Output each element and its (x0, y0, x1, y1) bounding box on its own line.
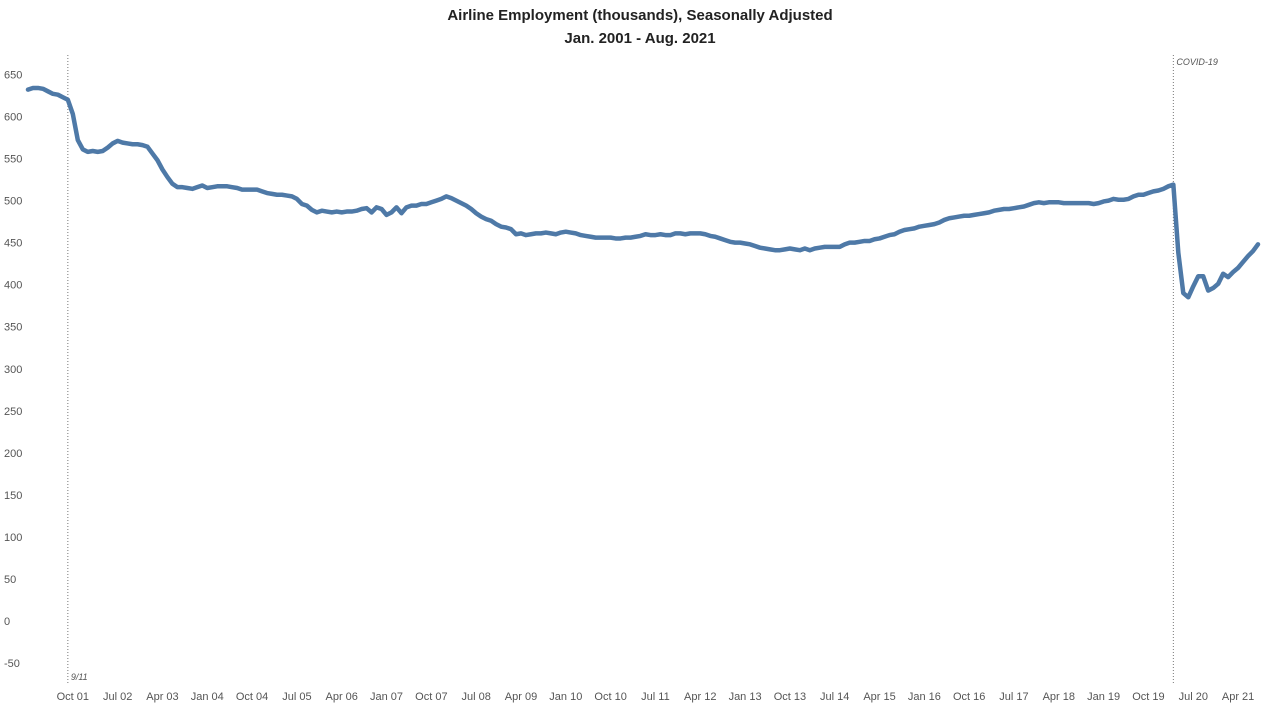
y-tick-label: 100 (4, 532, 22, 544)
x-tick-label: Apr 21 (1222, 691, 1254, 703)
x-tick-label: Jul 14 (820, 691, 849, 703)
x-tick-label: Apr 03 (146, 691, 178, 703)
series-line (25, 85, 1261, 300)
y-tick-label: -50 (4, 658, 20, 670)
annotation-label: 9/11 (71, 672, 88, 682)
y-tick-label: 500 (4, 196, 22, 208)
x-tick-label: Oct 10 (594, 691, 626, 703)
x-tick-label: Jul 11 (641, 691, 670, 703)
chart-subtitle: Jan. 2001 - Aug. 2021 (564, 30, 716, 47)
x-tick-label: Apr 15 (863, 691, 895, 703)
y-tick-label: 0 (4, 616, 10, 628)
y-tick-label: 650 (4, 70, 22, 82)
x-tick-label: Jan 10 (549, 691, 582, 703)
x-tick-label: Jan 04 (191, 691, 224, 703)
y-tick-label: 450 (4, 238, 22, 250)
y-tick-label: 350 (4, 322, 22, 334)
x-tick-label: Jul 05 (282, 691, 311, 703)
y-axis: 650600550500450400350300250200150100500-… (4, 70, 22, 671)
x-tick-label: Jul 20 (1179, 691, 1208, 703)
y-tick-label: 300 (4, 364, 22, 376)
chart-title: Airline Employment (thousands), Seasonal… (447, 7, 833, 24)
x-tick-label: Oct 16 (953, 691, 985, 703)
x-tick-label: Jul 08 (461, 691, 490, 703)
x-tick-label: Oct 19 (1132, 691, 1164, 703)
annotations: 9/11 COVID-19 (67, 55, 1218, 684)
series-layer (25, 85, 1261, 300)
x-tick-label: Jan 07 (370, 691, 403, 703)
x-tick-label: Oct 07 (415, 691, 447, 703)
x-tick-label: Apr 12 (684, 691, 716, 703)
y-tick-label: 50 (4, 574, 16, 586)
x-tick-label: Jan 19 (1087, 691, 1120, 703)
y-tick-label: 150 (4, 490, 22, 502)
x-tick-label: Apr 18 (1043, 691, 1075, 703)
y-tick-label: 250 (4, 406, 22, 418)
x-tick-label: Oct 01 (57, 691, 89, 703)
x-tick-label: Jan 16 (908, 691, 941, 703)
annotation-label: COVID-19 (1176, 57, 1218, 67)
y-tick-label: 200 (4, 448, 22, 460)
x-tick-label: Oct 13 (774, 691, 806, 703)
x-tick-label: Jan 13 (729, 691, 762, 703)
y-tick-label: 400 (4, 280, 22, 292)
x-tick-label: Jul 17 (999, 691, 1028, 703)
x-tick-label: Apr 09 (505, 691, 537, 703)
x-tick-label: Jul 02 (103, 691, 132, 703)
x-tick-label: Oct 04 (236, 691, 268, 703)
x-tick-label: Apr 06 (326, 691, 358, 703)
x-axis: Oct 01 Jul 02 Apr 03 Jan 04 Oct 04 Jul 05 Apr … (57, 691, 1255, 703)
y-tick-label: 550 (4, 154, 22, 166)
y-tick-label: 600 (4, 112, 22, 124)
